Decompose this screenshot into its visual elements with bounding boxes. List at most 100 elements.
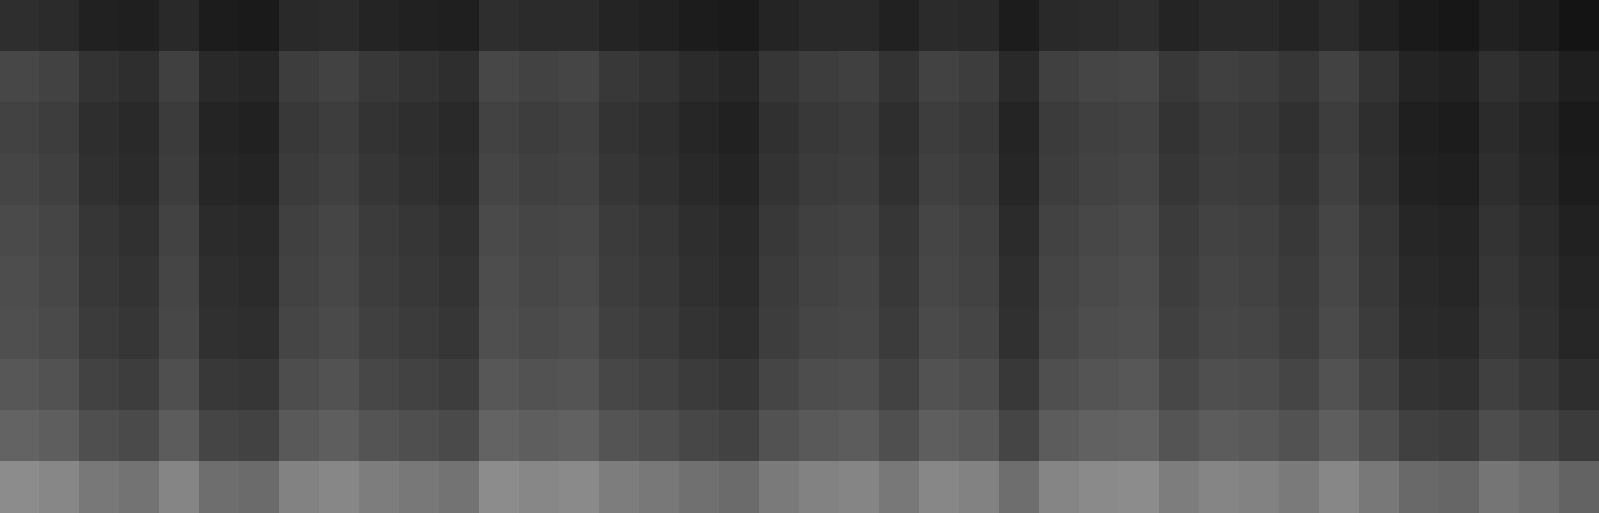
cell <box>1359 0 1399 51</box>
cell <box>959 410 999 461</box>
cell <box>1519 359 1559 410</box>
cell <box>559 359 599 410</box>
cell <box>199 410 239 461</box>
cell <box>759 461 799 513</box>
cell <box>439 256 479 307</box>
cell <box>1119 102 1159 153</box>
cell <box>1159 359 1199 410</box>
cell <box>1119 153 1159 205</box>
cell <box>1479 205 1519 256</box>
cell <box>879 102 919 153</box>
cell <box>639 410 679 461</box>
cell <box>119 205 159 256</box>
cell <box>39 51 79 102</box>
cell <box>1239 307 1279 359</box>
cell <box>479 205 519 256</box>
cell <box>319 410 359 461</box>
cell <box>839 153 879 205</box>
cell <box>1359 205 1399 256</box>
cell <box>839 102 879 153</box>
spectrogram <box>0 0 1599 513</box>
cell <box>479 0 519 51</box>
cell <box>279 307 319 359</box>
cell <box>279 51 319 102</box>
cell <box>1039 359 1079 410</box>
cell <box>1519 461 1559 513</box>
cell <box>479 51 519 102</box>
cell <box>679 205 719 256</box>
cell <box>279 0 319 51</box>
cell <box>1039 256 1079 307</box>
cell <box>439 102 479 153</box>
cell <box>719 461 759 513</box>
cell <box>1039 205 1079 256</box>
cell <box>719 153 759 205</box>
cell <box>239 102 279 153</box>
cell <box>119 256 159 307</box>
cell <box>1079 205 1119 256</box>
cell <box>0 359 39 410</box>
cell <box>1279 0 1319 51</box>
cell <box>1319 153 1359 205</box>
cell <box>639 153 679 205</box>
cell <box>79 307 119 359</box>
cell <box>279 102 319 153</box>
cell <box>1159 461 1199 513</box>
cell <box>1319 461 1359 513</box>
cell <box>959 102 999 153</box>
cell <box>1199 153 1239 205</box>
cell <box>439 461 479 513</box>
cell <box>1399 410 1439 461</box>
cell <box>639 359 679 410</box>
cell <box>199 51 239 102</box>
cell <box>359 205 399 256</box>
cell <box>199 256 239 307</box>
cell <box>399 461 439 513</box>
cell <box>279 359 319 410</box>
cell <box>1519 410 1559 461</box>
cell <box>159 256 199 307</box>
cell <box>599 410 639 461</box>
cell <box>839 410 879 461</box>
cell <box>1559 359 1599 410</box>
cell <box>79 51 119 102</box>
cell <box>239 307 279 359</box>
cell <box>999 256 1039 307</box>
cell <box>1239 0 1279 51</box>
cell <box>79 0 119 51</box>
cell <box>0 256 39 307</box>
cell <box>999 359 1039 410</box>
cell <box>1279 461 1319 513</box>
cell <box>719 256 759 307</box>
cell <box>1559 51 1599 102</box>
cell <box>1479 0 1519 51</box>
cell <box>199 205 239 256</box>
cell <box>399 153 439 205</box>
cell <box>1159 256 1199 307</box>
cell <box>239 410 279 461</box>
cell <box>1159 410 1199 461</box>
cell <box>1279 153 1319 205</box>
cell <box>879 256 919 307</box>
cell <box>719 0 759 51</box>
cell <box>1359 410 1399 461</box>
cell <box>879 153 919 205</box>
cell <box>679 461 719 513</box>
cell <box>599 205 639 256</box>
cell <box>239 461 279 513</box>
cell <box>1119 0 1159 51</box>
cell <box>1319 102 1359 153</box>
cell <box>199 0 239 51</box>
cell <box>0 153 39 205</box>
cell <box>1519 0 1559 51</box>
cell <box>399 359 439 410</box>
cell <box>959 0 999 51</box>
cell <box>399 307 439 359</box>
cell <box>359 153 399 205</box>
cell <box>1159 307 1199 359</box>
cell <box>1119 461 1159 513</box>
cell <box>719 102 759 153</box>
cell <box>319 461 359 513</box>
cell <box>719 359 759 410</box>
cell <box>799 102 839 153</box>
